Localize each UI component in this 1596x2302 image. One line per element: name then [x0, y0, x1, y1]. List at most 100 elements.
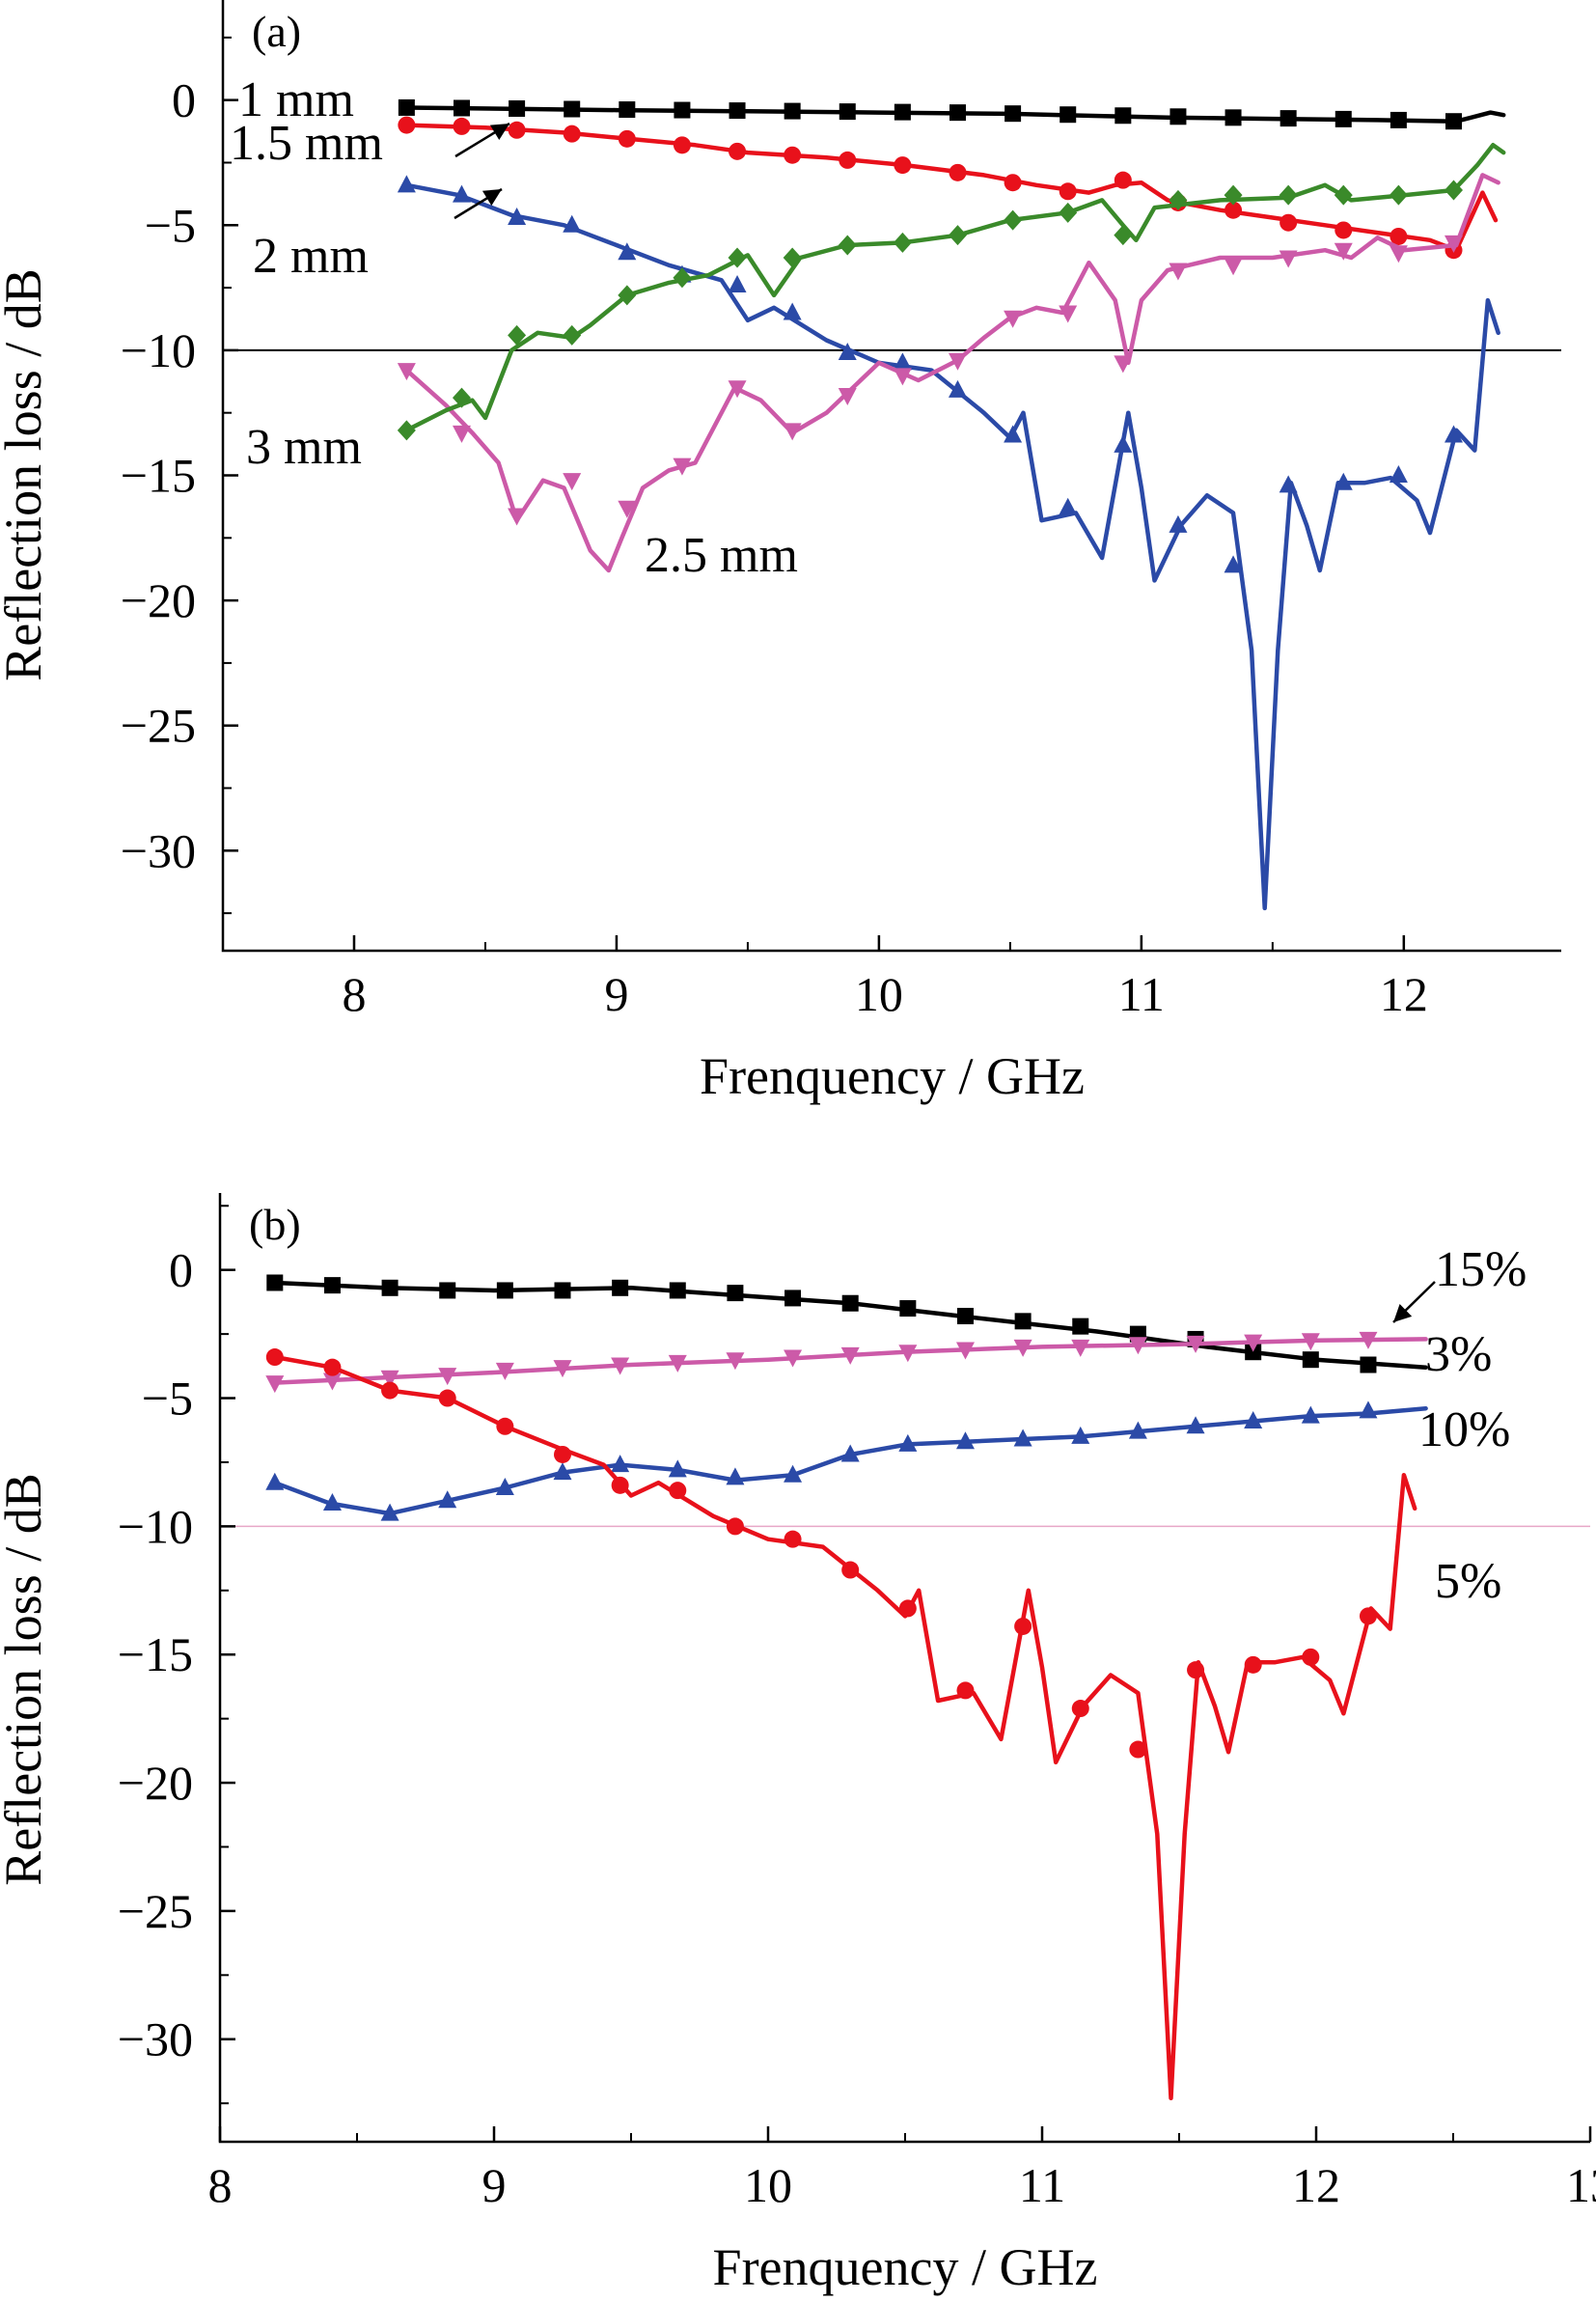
data-point-3	[495, 1362, 514, 1380]
pointer-arrowhead	[482, 189, 502, 207]
x-tick-label: 11	[1118, 967, 1165, 1021]
data-point-3-mm	[1334, 184, 1353, 206]
axis-frame	[221, 0, 1561, 953]
data-point-2-mm	[783, 302, 802, 320]
series-line-5	[272, 1354, 1417, 2101]
data-point-3-mm	[1444, 180, 1463, 201]
data-point-2-mm	[1444, 425, 1463, 443]
data-point-3-mm	[563, 324, 582, 346]
data-point-3-mm	[893, 232, 912, 253]
data-point-2-mm	[1224, 555, 1243, 573]
x-tick-label: 10	[744, 2158, 792, 2212]
data-point-2-mm	[563, 214, 582, 233]
data-point-3-mm	[1114, 225, 1133, 246]
data-point-15	[1302, 1351, 1319, 1369]
data-point-2-5-mm	[397, 363, 416, 381]
y-tick-label: −20	[121, 573, 196, 627]
data-point-2-5-mm	[563, 473, 582, 491]
data-point-1-5-mm	[1335, 221, 1353, 239]
y-tick-label: −10	[121, 323, 196, 377]
data-point-3-mm	[1224, 184, 1243, 206]
data-point-5	[1244, 1655, 1262, 1674]
axis-frame	[218, 1193, 1590, 2144]
series-label-10: 10%	[1418, 1402, 1510, 1457]
series-2-5-mm	[397, 173, 1500, 573]
data-point-3-mm	[673, 267, 692, 289]
data-point-2-5-mm	[1334, 242, 1353, 261]
data-point-3-mm	[1004, 209, 1023, 231]
data-point-10	[322, 1492, 342, 1511]
data-point-3	[1359, 1331, 1378, 1349]
y-tick-label: −15	[118, 1627, 193, 1681]
data-point-2-mm	[838, 342, 857, 360]
data-point-3	[265, 1375, 285, 1394]
data-point-3	[1244, 1334, 1263, 1352]
data-point-5	[726, 1517, 744, 1536]
x-tick-label: 11	[1019, 2158, 1065, 2212]
data-point-2-5-mm	[838, 388, 857, 406]
data-point-15	[956, 1308, 974, 1325]
data-point-3-mm	[1169, 189, 1188, 210]
data-point-1-5-mm	[673, 136, 691, 154]
series-5	[265, 1348, 1417, 2101]
data-point-2-mm	[1059, 497, 1078, 515]
series-label-2-mm: 2 mm	[253, 229, 369, 284]
data-point-1-mm	[1114, 107, 1132, 125]
data-point-3-mm	[618, 285, 637, 306]
data-point-1-mm	[1059, 106, 1077, 124]
panel-b: 8 9 10 11 12 13 0 −5 −10 −15 −20 −25 −30 Frenquency /…	[0, 1193, 1596, 2296]
data-point-2-5-mm	[452, 425, 471, 443]
data-point-1-5-mm	[949, 163, 967, 181]
data-point-5	[841, 1561, 860, 1579]
data-point-15	[784, 1290, 802, 1307]
panel-a: 8 9 10 11 12 0 −5 −10 −15 −20 −25 −30 Frenquency / G…	[0, 0, 1561, 1105]
data-point-3	[955, 1342, 975, 1360]
data-point-15	[669, 1282, 686, 1299]
x-tick-label: 10	[855, 967, 903, 1021]
data-point-5	[1187, 1661, 1205, 1679]
data-point-15	[1245, 1344, 1262, 1361]
data-point-2-mm	[508, 208, 527, 226]
data-point-5	[669, 1482, 687, 1500]
data-point-2-5-mm	[1169, 263, 1188, 281]
y-tick-label: 0	[169, 1243, 193, 1297]
y-tick-label: −15	[121, 449, 196, 503]
data-point-10	[611, 1455, 630, 1473]
data-point-1-mm	[453, 99, 470, 117]
data-point-2-5-mm	[783, 423, 802, 441]
data-point-10	[380, 1503, 399, 1521]
data-point-10	[553, 1462, 572, 1481]
x-tick-label: 8	[342, 967, 366, 1021]
data-point-1-mm	[398, 98, 415, 116]
data-point-2-5-mm	[728, 380, 747, 399]
data-point-2-mm	[1114, 434, 1133, 453]
data-point-10	[1301, 1405, 1320, 1424]
data-point-1-mm	[564, 100, 581, 118]
series-label-1-5-mm: 1.5 mm	[230, 116, 383, 171]
data-point-10	[1128, 1421, 1147, 1439]
data-point-2-5-mm	[948, 352, 967, 371]
data-point-1-5-mm	[784, 146, 802, 164]
data-point-15	[841, 1294, 859, 1312]
data-point-2-mm	[1169, 514, 1188, 533]
x-axis-title: Frenquency / GHz	[700, 1047, 1085, 1105]
data-point-2-mm	[618, 242, 637, 261]
data-point-2-mm	[397, 175, 416, 193]
pointer-arrowhead	[1393, 1303, 1413, 1322]
data-point-2-5-mm	[1389, 245, 1408, 263]
y-tick-label: −30	[121, 823, 196, 877]
x-tick-label: 9	[482, 2158, 507, 2212]
data-point-15	[554, 1282, 571, 1299]
data-point-3	[668, 1354, 687, 1373]
data-point-1-5-mm	[618, 129, 636, 148]
y-tick-label: −5	[142, 1372, 193, 1426]
data-point-10	[955, 1431, 975, 1450]
data-point-1-mm	[729, 102, 746, 120]
data-point-1-5-mm	[1280, 213, 1298, 232]
data-point-5	[496, 1417, 514, 1435]
data-point-5	[554, 1445, 571, 1463]
data-point-3-mm	[838, 235, 857, 256]
series-1-mm	[398, 98, 1506, 130]
data-point-5	[784, 1530, 802, 1548]
data-point-1-mm	[1445, 113, 1462, 130]
